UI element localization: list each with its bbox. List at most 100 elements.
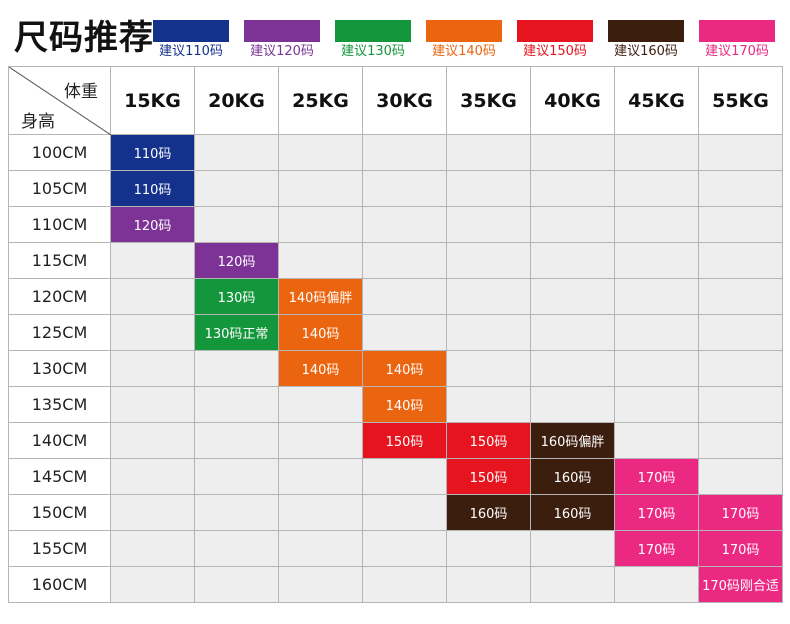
height-axis-label: 身高 bbox=[21, 112, 55, 132]
empty-cell bbox=[110, 350, 195, 387]
size-recommendation-cell: 170码 bbox=[614, 494, 699, 531]
empty-cell bbox=[446, 242, 531, 279]
height-row-header: 110CM bbox=[8, 206, 111, 243]
legend-item-170: 建议170码 bbox=[699, 20, 775, 60]
empty-cell bbox=[278, 386, 363, 423]
empty-cell bbox=[530, 170, 615, 207]
empty-cell bbox=[194, 134, 279, 171]
page-title: 尺码推荐 bbox=[14, 18, 154, 58]
size-recommendation-cell: 110码 bbox=[110, 170, 195, 207]
height-row-header: 120CM bbox=[8, 278, 111, 315]
empty-cell bbox=[446, 278, 531, 315]
size-recommendation-cell: 120码 bbox=[194, 242, 279, 279]
size-recommendation-cell: 130码正常 bbox=[194, 314, 279, 351]
empty-cell bbox=[278, 206, 363, 243]
legend-item-130: 建议130码 bbox=[335, 20, 411, 60]
empty-cell bbox=[530, 314, 615, 351]
empty-cell bbox=[698, 206, 783, 243]
empty-cell bbox=[530, 134, 615, 171]
empty-cell bbox=[446, 206, 531, 243]
table-row: 160CM 170码刚合适 bbox=[8, 566, 783, 603]
empty-cell bbox=[698, 134, 783, 171]
empty-cell bbox=[698, 242, 783, 279]
size-recommendation-cell: 150码 bbox=[446, 422, 531, 459]
weight-column-header: 40KG bbox=[530, 66, 615, 135]
table-row: 155CM 170码 170码 bbox=[8, 530, 783, 567]
empty-cell bbox=[362, 242, 447, 279]
empty-cell bbox=[446, 350, 531, 387]
empty-cell bbox=[110, 314, 195, 351]
table-body: 100CM 110码 105CM 110码 110CM 120码 115CM 120码 120C… bbox=[8, 134, 783, 603]
empty-cell bbox=[614, 314, 699, 351]
empty-cell bbox=[110, 422, 195, 459]
height-row-header: 155CM bbox=[8, 530, 111, 567]
table-row: 115CM 120码 bbox=[8, 242, 783, 279]
empty-cell bbox=[278, 494, 363, 531]
legend-label: 建议160码 bbox=[614, 44, 678, 59]
size-recommendation-cell: 170码 bbox=[614, 530, 699, 567]
legend-label: 建议150码 bbox=[523, 44, 587, 59]
size-recommendation-cell: 170码 bbox=[614, 458, 699, 495]
table-row: 105CM 110码 bbox=[8, 170, 783, 207]
size-recommendation-cell: 120码 bbox=[110, 206, 195, 243]
legend-item-160: 建议160码 bbox=[608, 20, 684, 60]
empty-cell bbox=[614, 350, 699, 387]
empty-cell bbox=[194, 458, 279, 495]
size-recommendation-cell: 160码 bbox=[446, 494, 531, 531]
weight-column-header: 35KG bbox=[446, 66, 531, 135]
corner-diagonal-line bbox=[9, 67, 111, 135]
size-recommendation-cell: 130码 bbox=[194, 278, 279, 315]
table-corner: 体重 身高 bbox=[8, 66, 111, 135]
empty-cell bbox=[446, 170, 531, 207]
table-row: 100CM 110码 bbox=[8, 134, 783, 171]
empty-cell bbox=[110, 278, 195, 315]
empty-cell bbox=[110, 458, 195, 495]
empty-cell bbox=[614, 566, 699, 603]
legend-item-150: 建议150码 bbox=[517, 20, 593, 60]
height-row-header: 125CM bbox=[8, 314, 111, 351]
empty-cell bbox=[110, 242, 195, 279]
empty-cell bbox=[278, 458, 363, 495]
empty-cell bbox=[698, 422, 783, 459]
size-recommendation-cell: 140码 bbox=[278, 350, 363, 387]
height-row-header: 160CM bbox=[8, 566, 111, 603]
weight-column-header: 45KG bbox=[614, 66, 699, 135]
empty-cell bbox=[110, 566, 195, 603]
size-recommendation-cell: 170码 bbox=[698, 530, 783, 567]
empty-cell bbox=[362, 278, 447, 315]
empty-cell bbox=[110, 494, 195, 531]
size-recommendation-cell: 140码 bbox=[278, 314, 363, 351]
legend-swatch bbox=[335, 20, 411, 42]
empty-cell bbox=[278, 134, 363, 171]
size-recommendation-cell: 140码偏胖 bbox=[278, 278, 363, 315]
table-row: 135CM 140码 bbox=[8, 386, 783, 423]
table-row: 140CM 150码 150码 160码偏胖 bbox=[8, 422, 783, 459]
weight-column-header: 55KG bbox=[698, 66, 783, 135]
size-chart-table: 体重 身高 15KG 20KG 25KG 30KG 35KG 40KG 45KG 55KG 1… bbox=[8, 66, 783, 603]
size-recommendation-cell: 140码 bbox=[362, 386, 447, 423]
legend-item-110: 建议110码 bbox=[153, 20, 229, 60]
empty-cell bbox=[194, 494, 279, 531]
empty-cell bbox=[698, 458, 783, 495]
empty-cell bbox=[614, 170, 699, 207]
empty-cell bbox=[614, 386, 699, 423]
empty-cell bbox=[362, 566, 447, 603]
empty-cell bbox=[698, 314, 783, 351]
height-row-header: 135CM bbox=[8, 386, 111, 423]
legend-swatch bbox=[608, 20, 684, 42]
legend-label: 建议170码 bbox=[705, 44, 769, 59]
empty-cell bbox=[362, 170, 447, 207]
empty-cell bbox=[362, 206, 447, 243]
empty-cell bbox=[194, 350, 279, 387]
empty-cell bbox=[698, 170, 783, 207]
size-recommendation-cell: 160码 bbox=[530, 458, 615, 495]
empty-cell bbox=[614, 422, 699, 459]
empty-cell bbox=[194, 170, 279, 207]
legend-swatch bbox=[517, 20, 593, 42]
legend-swatch bbox=[699, 20, 775, 42]
size-recommendation-cell: 110码 bbox=[110, 134, 195, 171]
empty-cell bbox=[446, 566, 531, 603]
size-recommendation-cell: 160码偏胖 bbox=[530, 422, 615, 459]
empty-cell bbox=[362, 530, 447, 567]
empty-cell bbox=[110, 386, 195, 423]
